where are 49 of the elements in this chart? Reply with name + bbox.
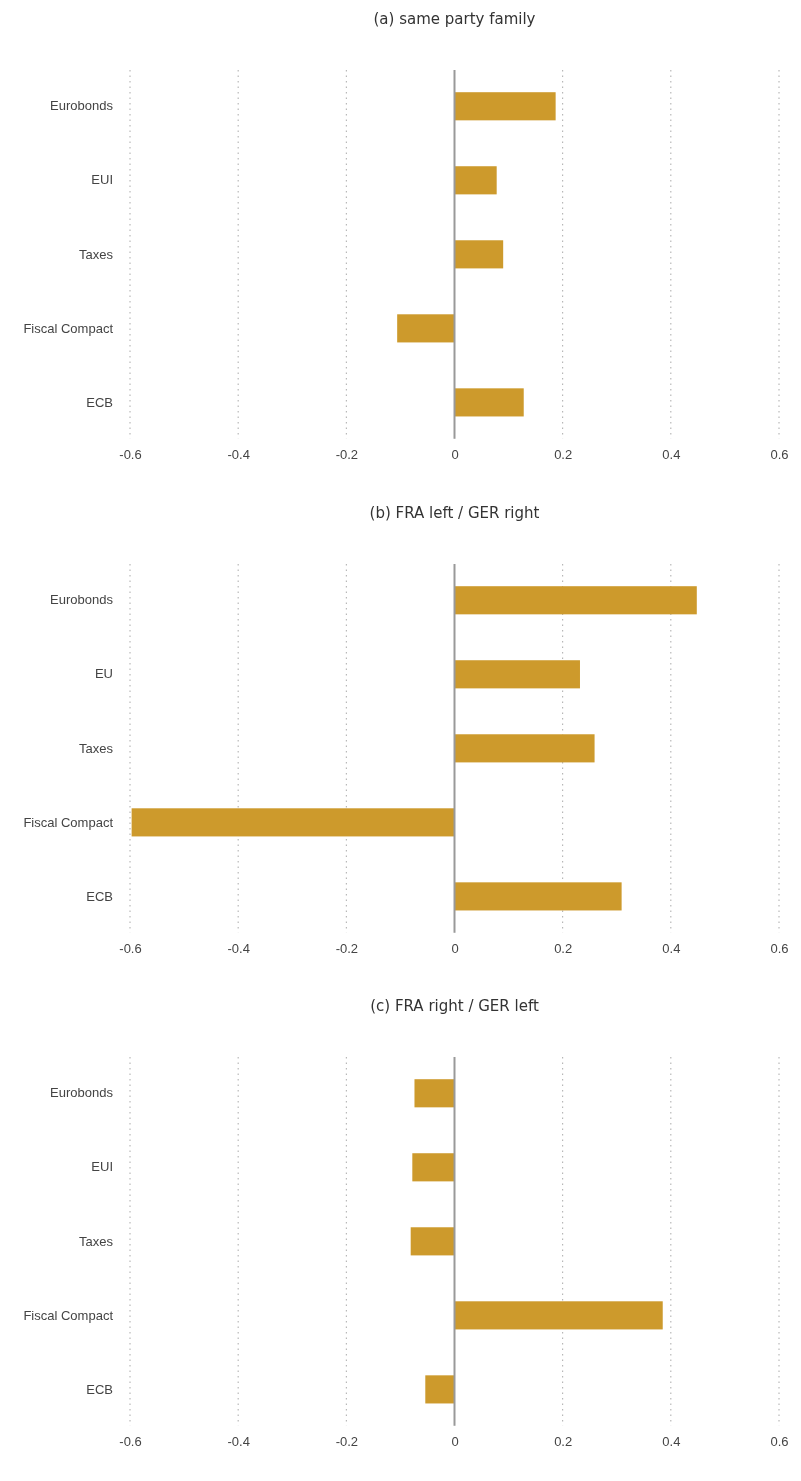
y-tick-label: EU <box>94 666 113 682</box>
x-tick-label: -0.6 <box>119 940 142 956</box>
bar <box>454 733 595 763</box>
y-tick-label: Eurobonds <box>50 98 114 114</box>
x-tick-label: 0.2 <box>554 446 573 462</box>
x-tick-label: -0.4 <box>227 940 250 956</box>
x-tick-label: -0.4 <box>227 446 250 462</box>
bar <box>454 659 580 689</box>
bar <box>454 585 697 614</box>
x-tick-label: -0.4 <box>227 1434 250 1450</box>
bar <box>454 92 556 121</box>
y-tick-label: Fiscal Compact <box>23 814 114 830</box>
chart-title: (b) FRA left / GER right <box>369 503 540 522</box>
x-tick-label: 0.6 <box>770 1434 789 1450</box>
y-tick-label: Taxes <box>79 1233 114 1249</box>
y-tick-label: ECB <box>86 394 113 410</box>
y-tick-label: Eurobonds <box>50 1085 114 1101</box>
y-tick-label: Fiscal Compact <box>23 320 114 336</box>
x-tick-label: 0.2 <box>554 1434 573 1450</box>
x-tick-label: -0.2 <box>335 940 359 956</box>
chart-title: (c) FRA right / GER left <box>370 997 539 1016</box>
y-tick-label: Taxes <box>79 740 114 756</box>
x-tick-label: -0.6 <box>119 1434 142 1450</box>
x-tick-label: 0.4 <box>662 1434 681 1450</box>
y-tick-label: ECB <box>86 888 113 904</box>
bar <box>131 807 455 837</box>
x-tick-label: 0.2 <box>554 940 573 956</box>
y-tick-label: EUI <box>91 172 113 188</box>
y-tick-label: Taxes <box>79 246 114 262</box>
x-tick-label: 0.6 <box>770 446 789 462</box>
x-tick-label: 0.4 <box>662 446 681 462</box>
bar <box>397 314 455 343</box>
x-tick-label: 0 <box>451 1434 459 1450</box>
bar <box>454 388 524 417</box>
chart-title: (a) same party family <box>373 10 536 28</box>
x-tick-label: 0.4 <box>662 940 681 956</box>
bar <box>454 240 504 269</box>
x-tick-label: -0.2 <box>335 1434 359 1450</box>
y-tick-label: Eurobonds <box>50 592 114 608</box>
x-tick-label: -0.2 <box>335 446 359 462</box>
y-tick-label: ECB <box>86 1381 113 1397</box>
y-tick-label: Fiscal Compact <box>23 1307 114 1323</box>
bar <box>454 881 622 911</box>
bar <box>454 166 497 195</box>
x-tick-label: 0 <box>451 940 459 956</box>
x-tick-label: -0.6 <box>119 446 142 462</box>
y-tick-label: EUI <box>91 1159 113 1175</box>
x-tick-label: 0 <box>451 446 459 462</box>
x-tick-label: 0.6 <box>770 940 789 956</box>
